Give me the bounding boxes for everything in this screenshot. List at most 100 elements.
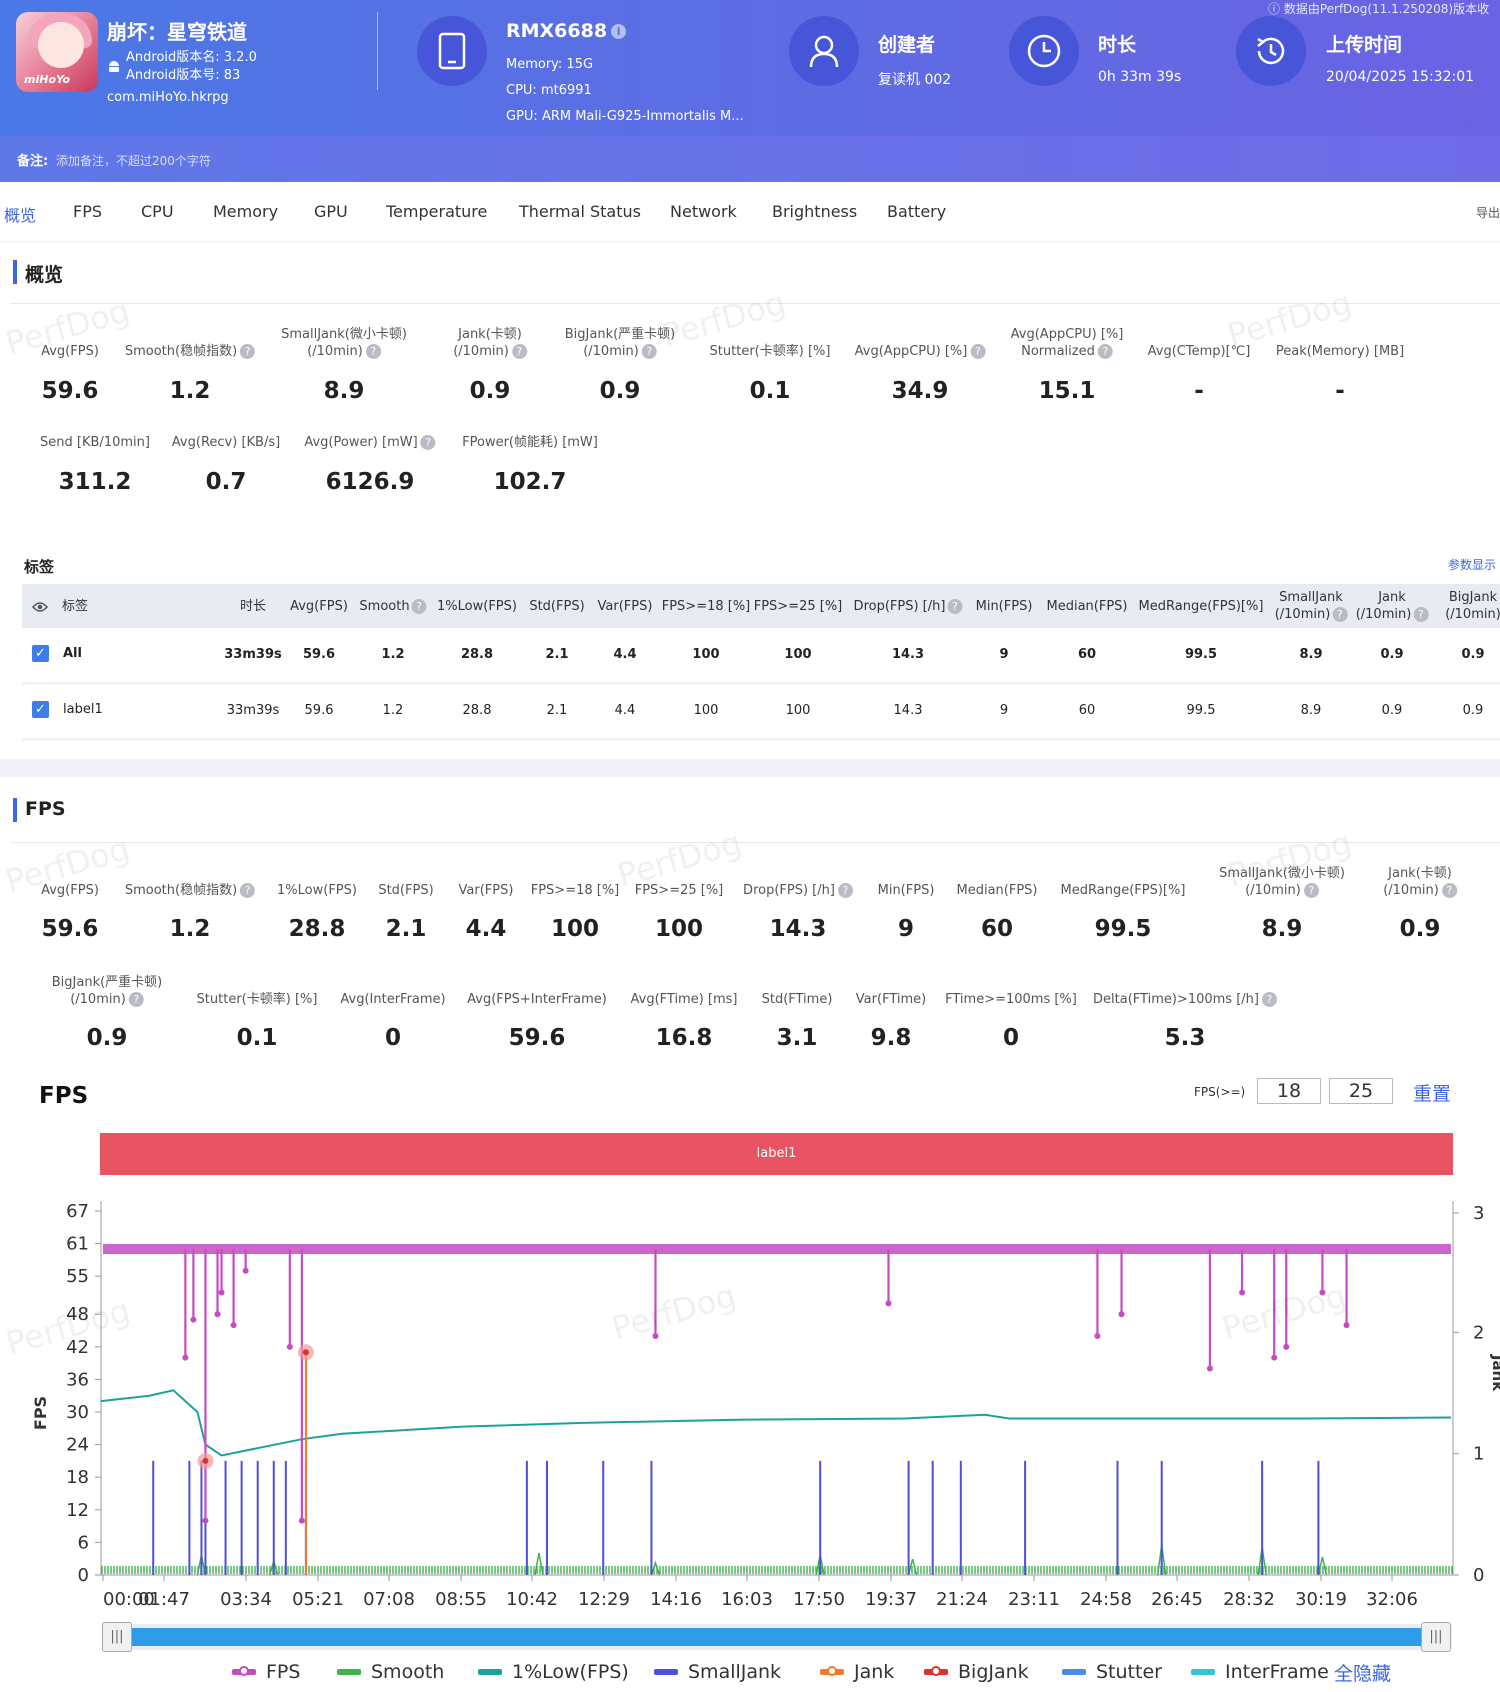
help-icon[interactable]: ? (837, 883, 853, 898)
x-tick-label: 17:50 (793, 1589, 845, 1610)
metric-label-line: Smooth(稳帧指数)? (125, 343, 256, 360)
column-header[interactable]: MedRange(FPS)[%] (1139, 598, 1264, 615)
help-icon[interactable]: ? (240, 344, 256, 359)
metric-value: 60 (980, 916, 1014, 942)
fps-dip-point (214, 1311, 221, 1318)
metric-value: 34.9 (891, 378, 949, 404)
column-header[interactable]: FPS>=25 [%] (754, 598, 843, 615)
clock-icon (1009, 16, 1079, 86)
legend-item[interactable]: SmallJank (654, 1661, 781, 1683)
fps-dip-point (182, 1354, 189, 1361)
tab-fps[interactable]: FPS (73, 202, 103, 221)
metric-label-line: (/10min)? (453, 343, 527, 360)
column-header[interactable]: Avg(FPS) (290, 598, 348, 615)
remark-input[interactable]: 添加备注，不超过200个字符 (56, 154, 211, 168)
column-header[interactable]: Jank (/10min)? (1356, 589, 1429, 623)
help-icon[interactable]: ? (1097, 344, 1113, 359)
metric-value: 0.7 (205, 469, 247, 495)
legend-item[interactable]: InterFrame (1191, 1661, 1329, 1683)
legend-item[interactable]: Smooth (337, 1661, 444, 1683)
fps-threshold-low-input[interactable] (1257, 1078, 1321, 1104)
tab-temperature[interactable]: Temperature (386, 202, 488, 221)
column-header[interactable]: Smooth? (359, 598, 427, 615)
tab-network[interactable]: Network (670, 202, 737, 221)
hide-all-button[interactable]: 全隐藏 (1334, 1663, 1392, 1685)
tab-overview[interactable]: 概览 (4, 206, 37, 225)
metric-label-line: Avg(Recv) [KB/s] (171, 435, 281, 450)
table-row[interactable] (22, 684, 1500, 740)
table-cell: 59.6 (302, 647, 336, 662)
help-icon[interactable]: ? (1413, 607, 1429, 622)
tab-thermal-status[interactable]: Thermal Status (519, 202, 641, 221)
column-header[interactable]: 1%Low(FPS) (437, 598, 517, 615)
help-icon[interactable]: ? (947, 599, 963, 614)
reset-button[interactable]: 重置 (1413, 1083, 1452, 1105)
help-icon[interactable]: ? (420, 435, 436, 450)
help-icon[interactable]: ? (1441, 883, 1457, 898)
device-info-icon[interactable]: i (611, 24, 627, 39)
help-icon[interactable]: ? (411, 599, 427, 614)
metric-value: 4.4 (465, 916, 507, 942)
help-icon[interactable]: ? (128, 992, 144, 1007)
fps-chart[interactable]: 06121824303642485561670123FPSJank00:0001… (0, 1180, 1500, 1620)
column-header[interactable]: Min(FPS) (976, 598, 1033, 615)
legend-item[interactable]: BigJank (924, 1661, 1029, 1683)
tab-cpu[interactable]: CPU (141, 202, 174, 221)
export-button[interactable]: 导出 (1476, 206, 1500, 220)
column-header[interactable]: BigJank (/10min) (1445, 589, 1500, 623)
metric-value: 16.8 (655, 1025, 713, 1051)
eye-icon[interactable] (32, 598, 48, 617)
fps-threshold-label: FPS(>=) (1194, 1085, 1246, 1099)
column-header[interactable]: Median(FPS) (1047, 598, 1128, 615)
metric-label: MedRange(FPS)[%] (1061, 882, 1186, 899)
help-icon[interactable]: ? (1303, 883, 1319, 898)
metric-value: 100 (654, 916, 704, 942)
low1-series (100, 1389, 1451, 1457)
metric-label: Jank(卡顿) (/10min)? (1383, 865, 1457, 899)
help-icon[interactable]: ? (240, 883, 256, 898)
tab-bar (0, 182, 1500, 242)
fps-dip-point (1239, 1289, 1246, 1296)
fps-dip-point (242, 1267, 249, 1274)
tab-battery[interactable]: Battery (887, 202, 947, 221)
fps-dip-point (1343, 1322, 1350, 1329)
column-header[interactable]: Var(FPS) (598, 598, 653, 615)
column-header[interactable]: 时长 (240, 598, 266, 615)
help-icon[interactable]: ? (641, 344, 657, 359)
legend-item[interactable]: Stutter (1062, 1661, 1162, 1683)
device-gpu: GPU: ARM Mali-G925-Immortalis M... (506, 109, 744, 124)
column-header-text: MedRange(FPS)[%] (1138, 599, 1264, 614)
metric-label-line: Jank(卡顿) (458, 327, 522, 342)
creator-label: 创建者 (878, 34, 936, 56)
help-icon[interactable]: ? (511, 344, 527, 359)
table-row[interactable] (22, 628, 1500, 684)
column-header[interactable]: Drop(FPS) [/h]? (854, 598, 963, 615)
zoom-slider-left-handle[interactable]: ||| (102, 1622, 132, 1652)
tab-memory[interactable]: Memory (213, 202, 279, 221)
row-checkbox[interactable]: ✓ (32, 645, 49, 662)
metric-label-line: Delta(FTime)>100ms [/h]? (1093, 991, 1277, 1008)
column-header[interactable]: FPS>=18 [%] (662, 598, 751, 615)
fps-dip-point (652, 1332, 659, 1339)
remark-bar (0, 136, 1500, 182)
label-band[interactable]: label1 (100, 1133, 1453, 1175)
zoom-slider-range[interactable] (118, 1628, 1436, 1646)
help-icon[interactable]: ? (970, 344, 986, 359)
help-icon[interactable]: ? (365, 344, 381, 359)
metric-label-line: (/10min)? (281, 343, 407, 360)
metric-value: 0.9 (86, 1025, 128, 1051)
legend-item[interactable]: 1%Low(FPS) (478, 1661, 629, 1683)
fps-threshold-high-input[interactable] (1329, 1078, 1393, 1104)
help-icon[interactable]: ? (1332, 607, 1348, 622)
param-display-link[interactable]: 参数显示 (1448, 558, 1497, 572)
legend-item[interactable]: FPS (232, 1661, 300, 1683)
tab-brightness[interactable]: Brightness (772, 202, 858, 221)
column-header[interactable]: Std(FPS) (529, 598, 584, 615)
zoom-slider-right-handle[interactable]: ||| (1421, 1622, 1451, 1652)
column-header[interactable]: SmallJank (/10min)? (1275, 589, 1348, 623)
column-header[interactable]: 标签 (62, 598, 88, 615)
legend-item[interactable]: Jank (820, 1661, 894, 1683)
row-checkbox[interactable]: ✓ (32, 701, 49, 718)
tab-gpu[interactable]: GPU (314, 202, 348, 221)
help-icon[interactable]: ? (1261, 992, 1277, 1007)
